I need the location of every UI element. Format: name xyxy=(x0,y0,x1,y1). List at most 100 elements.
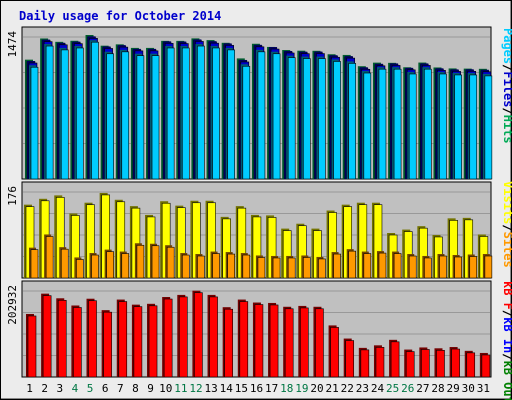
bar-sites-day-30 xyxy=(467,254,478,279)
legend-kb-in: kB In xyxy=(501,317,512,353)
x-tick-label: 5 xyxy=(87,382,94,395)
bar-sites-day-22 xyxy=(346,249,357,279)
bar-sites-day-12 xyxy=(195,254,205,279)
bar-kbf-day-8 xyxy=(131,304,143,378)
x-tick-label: 19 xyxy=(295,382,308,395)
legend-separator: / xyxy=(501,353,512,360)
bar-pages-day-11 xyxy=(180,45,190,180)
bar-pages-day-18 xyxy=(286,55,296,180)
bar-kbf-day-17 xyxy=(268,302,279,378)
bar-sites-day-17 xyxy=(271,255,281,279)
x-tick-label: 7 xyxy=(117,382,124,395)
bar-sites-day-5 xyxy=(89,253,99,279)
bar-pages-day-6 xyxy=(104,51,114,180)
bar-sites-day-16 xyxy=(255,255,266,279)
x-axis-labels: 1 2 3 4 5 6 7 8 9 10 11 12 13 14 15 16 17 18 19 20 21 22 23 24 2… xyxy=(26,382,490,395)
bar-kbf-day-25 xyxy=(389,339,400,378)
bar-kbf-day-10 xyxy=(162,297,173,378)
bar-sites-day-25 xyxy=(392,251,402,279)
legend-separator: / xyxy=(501,107,512,114)
legend-kbf-kbin-kbout: kB F/kB In/kB Out xyxy=(501,281,512,400)
legend-hits: Hits xyxy=(501,115,512,144)
x-tick-label: 1 xyxy=(26,382,33,395)
bar-sites-day-2 xyxy=(44,234,54,279)
x-tick-label: 8 xyxy=(132,382,139,395)
chart-title: Daily usage for October 2014 xyxy=(19,9,221,23)
bar-pages-day-7 xyxy=(119,49,130,180)
bar-pages-day-21 xyxy=(331,59,341,180)
bar-pages-day-14 xyxy=(225,47,235,180)
bar-kbf-day-19 xyxy=(298,305,309,378)
bar-sites-day-23 xyxy=(361,251,372,279)
bar-sites-day-7 xyxy=(119,251,130,279)
bar-kbf-day-27 xyxy=(419,347,430,378)
legend-pages-files-hits: Pages/Files/Hits xyxy=(501,28,512,144)
x-tick-label: 31 xyxy=(477,382,490,395)
x-tick-label: 21 xyxy=(326,382,339,395)
bar-sites-day-10 xyxy=(165,245,175,279)
bar-kbf-day-26 xyxy=(404,349,415,378)
bar-sites-day-31 xyxy=(482,254,493,279)
bar-pages-day-12 xyxy=(195,44,205,180)
bar-pages-day-22 xyxy=(346,61,357,180)
legend-sites: Sites xyxy=(501,232,512,268)
bar-sites-day-24 xyxy=(376,251,387,279)
x-tick-label: 27 xyxy=(416,382,429,395)
bar-sites-day-18 xyxy=(286,255,296,279)
x-tick-label: 12 xyxy=(189,382,202,395)
y-axis-labels: 1474 176 202932 xyxy=(6,31,19,325)
bar-pages-day-29 xyxy=(452,72,462,180)
bar-pages-day-5 xyxy=(89,40,99,180)
bar-kbf-day-5 xyxy=(86,298,97,378)
x-tick-label: 13 xyxy=(204,382,217,395)
bar-sites-day-29 xyxy=(452,254,462,279)
bar-sites-day-28 xyxy=(437,254,447,279)
legend-separator: / xyxy=(501,64,512,71)
bar-kbf-day-29 xyxy=(449,347,460,378)
bar-kbf-day-22 xyxy=(343,338,355,378)
x-tick-label: 15 xyxy=(235,382,248,395)
x-tick-label: 25 xyxy=(386,382,399,395)
x-tick-label: 18 xyxy=(280,382,293,395)
x-tick-label: 11 xyxy=(174,382,187,395)
bar-kbf-day-15 xyxy=(237,299,249,378)
bar-kbf-day-2 xyxy=(41,293,52,378)
bar-sites-day-26 xyxy=(407,254,417,279)
bar-kbf-day-1 xyxy=(26,313,37,378)
bar-pages-day-3 xyxy=(59,47,69,180)
bar-sites-day-8 xyxy=(134,243,145,279)
bar-sites-day-6 xyxy=(104,249,114,279)
x-tick-label: 2 xyxy=(41,382,48,395)
legend-visits-sites: Visits/Sites xyxy=(501,181,512,268)
bars xyxy=(24,35,493,378)
x-tick-label: 4 xyxy=(72,382,79,395)
bar-sites-day-21 xyxy=(331,252,341,279)
bar-pages-day-8 xyxy=(134,53,145,180)
bar-pages-day-30 xyxy=(467,72,478,180)
bar-kbf-day-11 xyxy=(177,294,188,378)
bar-pages-day-16 xyxy=(255,49,266,180)
bar-sites-day-20 xyxy=(316,256,326,279)
bar-kbf-day-21 xyxy=(328,325,339,378)
bar-pages-day-15 xyxy=(240,64,251,180)
bar-pages-day-27 xyxy=(422,67,432,180)
bar-kbf-day-23 xyxy=(358,347,370,378)
x-tick-label: 28 xyxy=(431,382,444,395)
bar-sites-day-14 xyxy=(225,252,235,279)
legend-kb-out: kB Out xyxy=(501,361,512,400)
bar-sites-day-19 xyxy=(301,255,311,279)
bar-pages-day-26 xyxy=(407,71,417,180)
x-tick-label: 14 xyxy=(220,382,234,395)
bar-pages-day-17 xyxy=(271,51,281,180)
bar-sites-day-13 xyxy=(210,251,220,279)
y-max-label-panel-2: 176 xyxy=(6,186,19,206)
bar-pages-day-23 xyxy=(361,71,372,180)
x-tick-label: 23 xyxy=(356,382,369,395)
x-tick-label: 20 xyxy=(310,382,323,395)
bar-kbf-day-13 xyxy=(207,294,218,378)
legend-visits: Visits xyxy=(501,181,512,224)
bar-kbf-day-31 xyxy=(479,352,491,378)
x-tick-label: 6 xyxy=(102,382,109,395)
bar-pages-day-9 xyxy=(150,53,160,180)
bar-sites-day-1 xyxy=(29,247,39,279)
